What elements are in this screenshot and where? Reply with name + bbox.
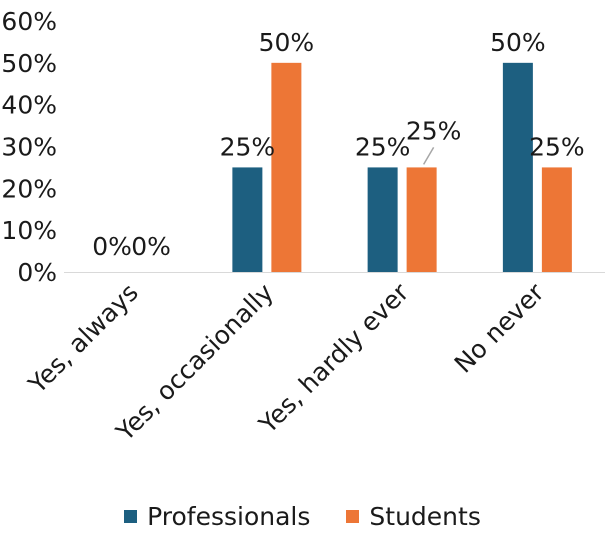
y-tick-label: 10%: [1, 216, 57, 245]
data-label-professionals: 0%: [92, 232, 132, 261]
y-axis-ticks: 0% 10% 20% 30% 40% 50% 60%: [1, 7, 57, 287]
bar-professionals: [367, 167, 398, 272]
bars: [232, 62, 572, 273]
legend: Professionals Students: [0, 496, 605, 536]
data-label-professionals: 25%: [355, 132, 411, 161]
category-label: No never: [449, 277, 550, 378]
bar-professionals: [502, 62, 533, 273]
y-tick-label: 30%: [1, 133, 57, 162]
legend-label-students: Students: [369, 501, 481, 531]
legend-swatch-professionals: [124, 509, 138, 523]
category-label: Yes, always: [22, 278, 144, 400]
y-tick-label: 50%: [1, 49, 57, 78]
legend-swatch-students: [346, 509, 360, 523]
y-tick-label: 60%: [1, 7, 57, 36]
category-label: Yes, hardly ever: [253, 277, 415, 439]
bar-students: [406, 167, 437, 272]
bar-professionals: [232, 167, 263, 272]
data-label-students: 25%: [406, 116, 462, 145]
bar-students: [271, 62, 302, 273]
y-tick-label: 20%: [1, 174, 57, 203]
data-labels: 0% 0%25%50%25%25%50%25%: [92, 28, 584, 261]
data-label-students: 0%: [131, 232, 171, 261]
bar-chart: 0%10%20%30%40%50%60% 0% 0%25%50%25%25%50%…: [1, 7, 605, 447]
data-label-professionals: 50%: [490, 28, 546, 57]
legend-item-students: Students: [346, 501, 481, 531]
leader-line: [422, 147, 435, 165]
data-label-students: 50%: [259, 28, 315, 57]
legend-label-professionals: Professionals: [147, 501, 311, 531]
bar-students: [541, 167, 572, 272]
legend-item-professionals: Professionals: [124, 502, 310, 531]
y-tick-label: 0%: [17, 258, 57, 287]
y-tick-label: 40%: [1, 91, 57, 120]
data-label-students: 25%: [529, 132, 585, 161]
data-label-professionals: 25%: [220, 132, 276, 161]
